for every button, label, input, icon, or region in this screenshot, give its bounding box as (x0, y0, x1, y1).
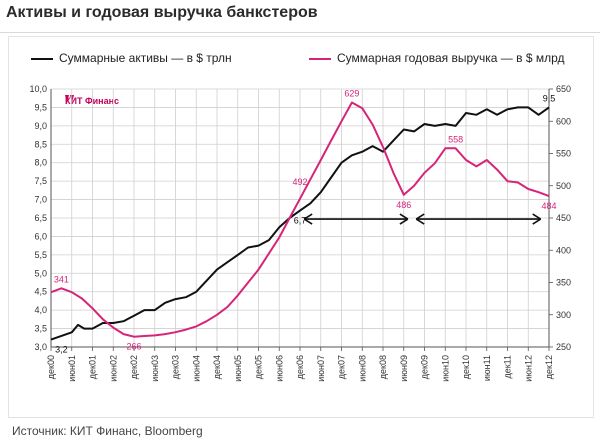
chart-plot: 3,0 3,5 4,0 4,5 5,0 5,5 6,0 6,5 7,0 7,5 8,0 8,5 9,0 9… (29, 84, 571, 382)
right-tick-label: 350 (556, 278, 571, 288)
series-revenue-line (50, 101, 550, 338)
left-tick-label: 6,0 (34, 231, 47, 241)
legend-revenue-label: Суммарная годовая выручка — в $ млрд (337, 51, 565, 65)
logo-text: КИТ Финанс (65, 96, 120, 106)
x-tick-label: дек01 (88, 355, 98, 379)
left-tick-label: 8,5 (34, 139, 47, 149)
x-tick-label: июн09 (399, 355, 409, 382)
x-tick-label: июн12 (523, 355, 533, 382)
x-tick-label: июн06 (274, 355, 284, 382)
right-tick-label: 550 (556, 149, 571, 159)
x-tick-label: дек08 (378, 355, 388, 379)
left-tick-label: 5,5 (34, 250, 47, 260)
data-label: 629 (344, 89, 359, 99)
left-tick-label: 7,5 (34, 176, 47, 186)
data-label: 266 (126, 342, 141, 352)
left-tick-label: 4,0 (34, 305, 47, 315)
left-tick-label: 7,0 (34, 195, 47, 205)
x-tick-label: дек00 (46, 355, 56, 379)
chart-title: Активы и годовая выручка банкстеров (6, 4, 318, 21)
left-tick-label: 4,5 (34, 287, 47, 297)
legend-assets-swatch (31, 57, 53, 60)
source-note: Источник: КИТ Финанс, Bloomberg (12, 424, 203, 438)
left-tick-label: 8,0 (34, 158, 47, 168)
data-label: 492 (292, 177, 307, 187)
x-tick-label: дек04 (212, 355, 222, 379)
x-tick-label: дек10 (461, 355, 471, 379)
legend-revenue: Суммарная годовая выручка — в $ млрд (309, 51, 564, 65)
left-tick-label: 3,5 (34, 324, 47, 334)
right-tick-label: 250 (556, 342, 571, 352)
data-label: 3,2 (55, 345, 68, 355)
x-tick-label: июн10 (440, 355, 450, 382)
series-assets-line (50, 106, 550, 341)
x-tick-label: июн04 (191, 355, 201, 382)
left-tick-label: 6,5 (34, 213, 47, 223)
title-divider (0, 32, 600, 33)
range-arrow-head-right (532, 213, 542, 225)
x-tick-label: дек09 (420, 355, 430, 379)
range-arrow-head-left (303, 213, 313, 225)
data-label: 6,7 (294, 216, 307, 226)
data-label: 9,5 (543, 93, 556, 103)
x-tick-label: дек11 (503, 355, 513, 379)
data-label: 484 (541, 201, 556, 211)
x-tick-label: дек07 (337, 355, 347, 379)
x-tick-label: дек05 (254, 355, 264, 379)
data-label: 558 (448, 134, 463, 144)
right-tick-label: 500 (556, 181, 571, 191)
chart-frame: Суммарные активы — в $ трлн Суммарная го… (8, 36, 594, 418)
legend-assets: Суммарные активы — в $ трлн (31, 51, 232, 65)
x-tick-label: дек06 (295, 355, 305, 379)
range-arrow-head-left (415, 213, 425, 225)
left-tick-label: 9,5 (34, 102, 47, 112)
x-tick-label: июн03 (150, 355, 160, 382)
x-tick-label: июн02 (108, 355, 118, 382)
legend-assets-label: Суммарные активы — в $ трлн (59, 51, 232, 65)
right-tick-label: 450 (556, 213, 571, 223)
x-tick-label: июн11 (482, 355, 492, 381)
right-tick-label: 400 (556, 245, 571, 255)
left-tick-label: 9,0 (34, 121, 47, 131)
range-arrow-head-right (399, 213, 409, 225)
right-tick-label: 300 (556, 310, 571, 320)
right-tick-label: 600 (556, 116, 571, 126)
data-label: 341 (54, 274, 69, 284)
right-tick-label: 650 (556, 84, 571, 94)
x-tick-label: июн08 (357, 355, 367, 382)
x-tick-label: дек02 (129, 355, 139, 379)
left-tick-label: 10,0 (29, 84, 47, 94)
left-tick-label: 3,0 (34, 342, 47, 352)
x-tick-label: июн01 (67, 355, 77, 382)
x-tick-label: июн05 (233, 355, 243, 382)
x-tick-label: дек03 (171, 355, 181, 379)
x-tick-label: дек12 (544, 355, 554, 379)
left-tick-label: 5,0 (34, 268, 47, 278)
x-tick-label: июн07 (316, 355, 326, 382)
data-label: 486 (396, 200, 411, 210)
legend-revenue-swatch (309, 57, 331, 60)
